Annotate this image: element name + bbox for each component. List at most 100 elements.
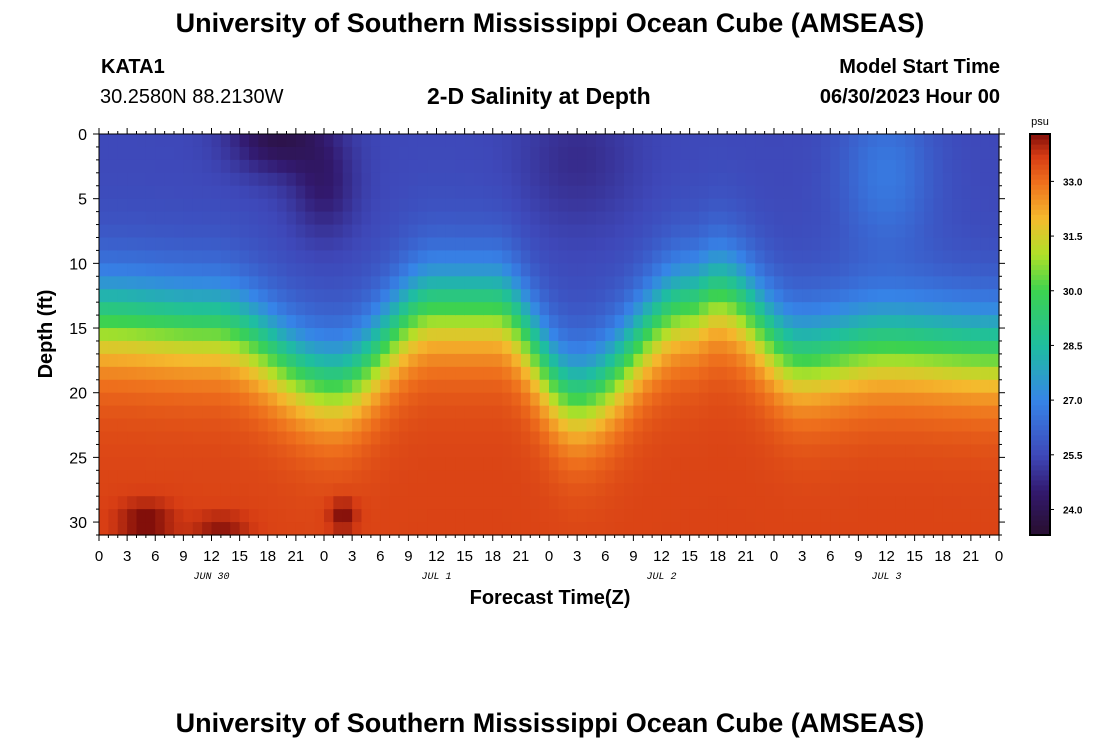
heatmap-cell bbox=[145, 431, 156, 446]
heatmap-cell bbox=[427, 483, 438, 497]
heatmap-cell bbox=[333, 315, 344, 329]
heatmap-cell bbox=[811, 418, 822, 433]
heatmap-cell bbox=[802, 340, 813, 355]
heatmap-cell bbox=[745, 276, 756, 290]
heatmap-cell bbox=[727, 379, 738, 394]
heatmap-cell bbox=[633, 444, 644, 458]
heatmap-cell bbox=[652, 340, 663, 355]
heatmap-cell bbox=[867, 263, 878, 277]
heatmap-cell bbox=[849, 328, 859, 342]
heatmap-cell bbox=[652, 263, 663, 277]
heatmap-cell bbox=[558, 263, 569, 277]
heatmap-cell bbox=[117, 211, 128, 226]
heatmap-cell bbox=[745, 340, 756, 355]
heatmap-cell bbox=[436, 134, 447, 148]
heatmap-cell bbox=[127, 483, 138, 497]
heatmap-cell bbox=[389, 418, 400, 433]
heatmap-cell bbox=[220, 237, 231, 252]
heatmap-cell bbox=[99, 353, 109, 368]
heatmap-cell bbox=[108, 431, 119, 446]
heatmap-cell bbox=[117, 302, 128, 316]
heatmap-cell bbox=[933, 289, 944, 303]
x-tick-label: 18 bbox=[484, 548, 501, 565]
heatmap-cell bbox=[595, 159, 606, 174]
heatmap-cell bbox=[239, 250, 250, 264]
heatmap-cell bbox=[445, 146, 456, 161]
heatmap-cell bbox=[877, 379, 888, 394]
heatmap-cell bbox=[727, 340, 738, 355]
heatmap-cell bbox=[755, 509, 766, 523]
heatmap-cell bbox=[174, 172, 184, 187]
heatmap-cell bbox=[455, 509, 466, 523]
heatmap-cell bbox=[370, 224, 381, 239]
heatmap-cell bbox=[567, 418, 578, 433]
heatmap-cell bbox=[408, 470, 419, 484]
heatmap-cell bbox=[717, 392, 728, 407]
heatmap-cell bbox=[670, 405, 681, 420]
heatmap-cell bbox=[333, 379, 344, 394]
heatmap-cell bbox=[802, 237, 813, 252]
heatmap-cell bbox=[295, 224, 306, 239]
heatmap-cell bbox=[258, 302, 269, 316]
heatmap-cell bbox=[595, 418, 606, 433]
heatmap-cell bbox=[558, 470, 569, 484]
heatmap-cell bbox=[408, 172, 419, 187]
heatmap-cell bbox=[792, 444, 803, 458]
heatmap-cell bbox=[445, 457, 456, 471]
heatmap-cell bbox=[436, 237, 447, 252]
heatmap-cell bbox=[952, 392, 963, 407]
heatmap-cell bbox=[680, 470, 691, 484]
heatmap-cell bbox=[99, 315, 109, 329]
heatmap-cell bbox=[230, 470, 241, 484]
heatmap-cell bbox=[136, 185, 147, 200]
heatmap-cell bbox=[867, 431, 878, 446]
heatmap-cell bbox=[792, 289, 803, 303]
heatmap-cell bbox=[980, 444, 991, 458]
heatmap-cell bbox=[839, 405, 850, 420]
heatmap-cell bbox=[924, 457, 934, 471]
heatmap-cell bbox=[717, 250, 728, 264]
heatmap-cell bbox=[239, 392, 250, 407]
heatmap-cell bbox=[427, 134, 438, 148]
heatmap-cell bbox=[933, 522, 944, 536]
heatmap-cell bbox=[961, 340, 972, 355]
heatmap-cell bbox=[183, 470, 194, 484]
heatmap-cell bbox=[380, 483, 391, 497]
x-date-label: JUL 2 bbox=[646, 572, 676, 583]
heatmap-cell bbox=[239, 353, 250, 368]
heatmap-cell bbox=[333, 328, 344, 342]
heatmap-cell bbox=[511, 146, 522, 161]
heatmap-cell bbox=[614, 457, 625, 471]
heatmap-cell bbox=[520, 379, 531, 394]
heatmap-cell bbox=[474, 250, 484, 264]
heatmap-cell bbox=[727, 444, 738, 458]
heatmap-cell bbox=[727, 405, 738, 420]
heatmap-cell bbox=[586, 496, 597, 510]
heatmap-cell bbox=[483, 289, 494, 303]
heatmap-cell bbox=[727, 146, 738, 161]
heatmap-cell bbox=[314, 263, 325, 277]
heatmap-cell bbox=[267, 224, 278, 239]
heatmap-cell bbox=[145, 146, 156, 161]
heatmap-cell bbox=[652, 250, 663, 264]
heatmap-cell bbox=[474, 172, 484, 187]
heatmap-cell bbox=[558, 328, 569, 342]
heatmap-cell bbox=[502, 159, 513, 174]
heatmap-cell bbox=[792, 392, 803, 407]
heatmap-cell bbox=[867, 483, 878, 497]
heatmap-cell bbox=[99, 263, 109, 277]
colorbar-segment bbox=[1030, 494, 1050, 501]
heatmap-cell bbox=[502, 353, 513, 368]
heatmap-cell bbox=[699, 379, 709, 394]
heatmap-cell bbox=[652, 224, 663, 239]
heatmap-cell bbox=[502, 315, 513, 329]
x-tick-label: 12 bbox=[878, 548, 895, 565]
heatmap-cell bbox=[136, 431, 147, 446]
heatmap-cell bbox=[633, 146, 644, 161]
heatmap-cell bbox=[530, 470, 541, 484]
heatmap-cell bbox=[558, 289, 569, 303]
heatmap-cell bbox=[820, 496, 831, 510]
heatmap-cell bbox=[624, 315, 634, 329]
heatmap-cell bbox=[980, 185, 991, 200]
heatmap-cell bbox=[445, 134, 456, 148]
